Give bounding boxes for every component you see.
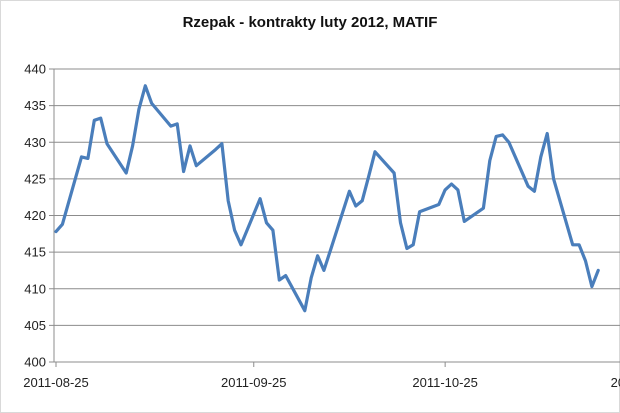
y-axis-ticks: 400 405 410 415 420 425 430 435 440 — [24, 62, 54, 370]
series-line-0 — [54, 84, 600, 313]
x-tick-label: 2011-09-25 — [221, 375, 287, 390]
y-tick-label: 430 — [24, 135, 46, 150]
y-tick-label: 435 — [24, 98, 46, 113]
y-tick-label: 410 — [24, 281, 46, 296]
x-tick-label: 2011-10-25 — [412, 375, 478, 390]
y-tick-label: 425 — [24, 171, 46, 186]
axes — [53, 69, 620, 363]
y-tick-label: 420 — [24, 208, 46, 223]
x-tick-label: 2011-08-25 — [23, 375, 89, 390]
gridlines — [54, 68, 620, 326]
y-tick-label: 415 — [24, 245, 46, 260]
y-tick-label: 405 — [24, 318, 46, 333]
y-tick-label: 400 — [24, 355, 46, 370]
y-tick-label: 440 — [24, 62, 46, 77]
x-axis-ticks: 2011-08-25 2011-09-25 2011-10-25 2011-11-25 — [23, 362, 620, 390]
series-layer — [54, 84, 600, 313]
chart-title: Rzepak - kontrakty luty 2012, MATIF — [182, 14, 438, 31]
x-tick-label: 2011-11-25 — [611, 375, 620, 390]
